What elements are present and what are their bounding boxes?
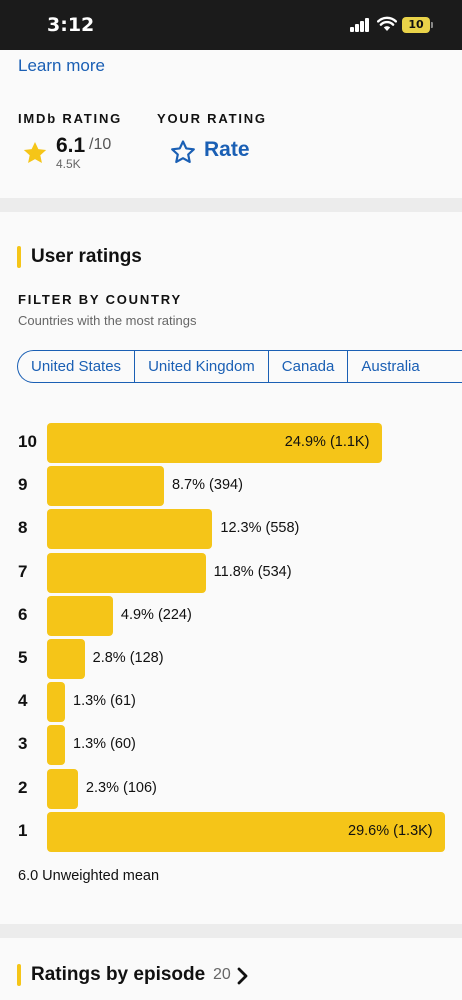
histogram-bar xyxy=(47,811,445,852)
country-filter-tabs: United States United Kingdom Canada Aust… xyxy=(17,350,462,383)
histogram-rating-label: 2 xyxy=(18,777,28,797)
histogram-bar xyxy=(47,552,206,593)
country-tab-united-states[interactable]: United States xyxy=(18,351,136,382)
histogram-value-label: 11.8% (534) xyxy=(213,563,292,580)
chevron-right-icon[interactable] xyxy=(236,967,250,985)
user-ratings-title: User ratings xyxy=(31,246,142,267)
histogram-row-1: 1 29.6% (1.3K) xyxy=(0,811,462,852)
histogram-value-label: 2.3% (106) xyxy=(85,779,157,796)
ratings-by-episode-title[interactable]: Ratings by episode xyxy=(31,964,206,985)
your-rating-label: YOUR RATING xyxy=(157,111,267,126)
histogram-row-4: 4 1.3% (61) xyxy=(0,682,462,723)
histogram-rating-label: 8 xyxy=(18,518,28,538)
section-accent-bar xyxy=(17,964,21,986)
wifi-icon xyxy=(377,16,397,31)
histogram-bar xyxy=(47,725,65,766)
histogram-bar xyxy=(47,595,113,636)
rating-summary-card: Learn more IMDb RATING YOUR RATING 6.1 /… xyxy=(0,50,462,198)
battery-icon: 10 xyxy=(402,17,430,33)
section-accent-bar xyxy=(17,246,21,268)
ratings-histogram: 10 24.9% (1.1K) 9 8.7% (394) 8 12.3% (558) 7 11… xyxy=(0,423,462,863)
star-filled-icon xyxy=(23,141,47,163)
cellular-signal-icon xyxy=(350,18,370,32)
filter-subtitle: Countries with the most ratings xyxy=(18,313,197,328)
user-ratings-card: User ratings FILTER BY COUNTRY Countries… xyxy=(0,212,462,924)
histogram-value-label: 4.9% (224) xyxy=(120,606,192,623)
rate-button[interactable]: Rate xyxy=(204,138,250,161)
histogram-value-label: 29.6% (1.3K) xyxy=(348,822,433,839)
episode-count: 20 xyxy=(213,966,231,983)
histogram-row-10: 10 24.9% (1.1K) xyxy=(0,423,462,463)
learn-more-link[interactable]: Learn more xyxy=(18,56,105,75)
histogram-row-5: 5 2.8% (128) xyxy=(0,639,462,679)
histogram-rating-label: 5 xyxy=(18,648,28,667)
histogram-row-2: 2 2.3% (106) xyxy=(0,768,462,809)
histogram-rating-label: 4 xyxy=(18,691,28,711)
histogram-rating-label: 3 xyxy=(18,734,28,754)
country-tab-canada[interactable]: Canada xyxy=(269,351,349,382)
histogram-row-6: 6 4.9% (224) xyxy=(0,595,462,636)
histogram-row-3: 3 1.3% (60) xyxy=(0,725,462,766)
status-bar: 3:12 10 xyxy=(0,0,462,50)
histogram-bar xyxy=(47,509,213,550)
histogram-bar xyxy=(47,768,78,809)
histogram-value-label: 1.3% (60) xyxy=(73,736,136,753)
histogram-bar xyxy=(47,682,65,723)
histogram-value-label: 12.3% (558) xyxy=(220,520,300,537)
histogram-rating-label: 6 xyxy=(18,604,28,624)
histogram-row-7: 7 11.8% (534) xyxy=(0,552,462,593)
imdb-rating-value: 6.1 xyxy=(56,134,86,157)
histogram-rating-label: 7 xyxy=(18,561,28,581)
unweighted-mean: 6.0 Unweighted mean xyxy=(18,868,160,884)
histogram-rating-label: 1 xyxy=(18,820,28,840)
status-time: 3:12 xyxy=(47,14,95,36)
histogram-value-label: 8.7% (394) xyxy=(171,477,243,494)
histogram-rating-label: 10 xyxy=(18,432,37,451)
histogram-bar xyxy=(47,639,85,679)
histogram-row-9: 9 8.7% (394) xyxy=(0,466,462,507)
histogram-value-label: 1.3% (61) xyxy=(73,693,136,710)
country-tab-united-kingdom[interactable]: United Kingdom xyxy=(135,351,269,382)
battery-tip xyxy=(431,22,433,28)
imdb-rating-label: IMDb RATING xyxy=(18,111,123,126)
histogram-value-label: 2.8% (128) xyxy=(92,650,164,666)
filter-by-country-label: FILTER BY COUNTRY xyxy=(18,292,182,307)
imdb-rating-count: 4.5K xyxy=(56,157,81,171)
star-outline-icon[interactable] xyxy=(170,139,196,165)
histogram-bar xyxy=(47,466,164,507)
country-tab-australia[interactable]: Australia xyxy=(361,358,420,375)
histogram-row-8: 8 12.3% (558) xyxy=(0,509,462,550)
histogram-value-label: 24.9% (1.1K) xyxy=(284,434,370,450)
ratings-by-episode-card[interactable]: Ratings by episode 20 xyxy=(0,938,462,1000)
imdb-rating-max: /10 xyxy=(89,136,112,153)
histogram-rating-label: 9 xyxy=(18,475,28,495)
histogram-bar xyxy=(47,423,382,463)
